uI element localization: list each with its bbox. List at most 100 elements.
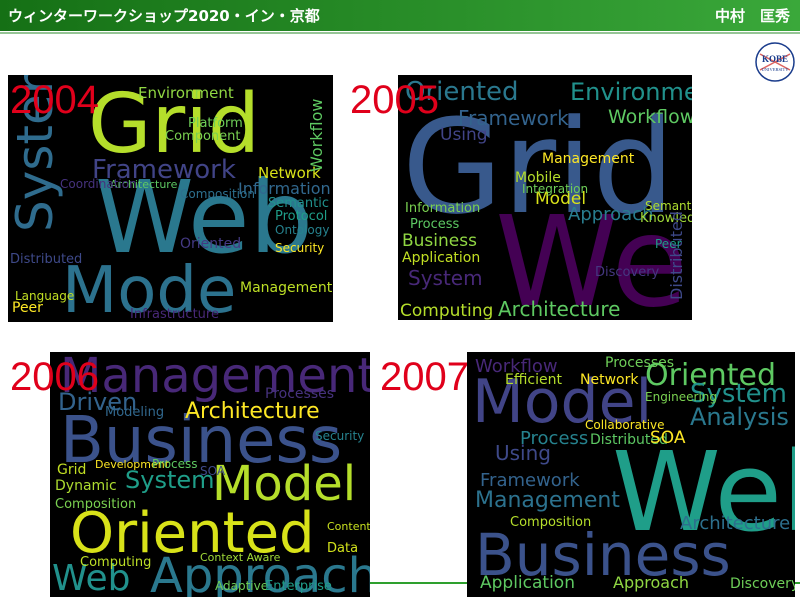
cloud-word: Composition [55, 497, 136, 512]
cloud-word: Model [212, 456, 356, 512]
cloud-word: Approach [613, 573, 689, 592]
cloud-word: Process [152, 457, 198, 471]
cloud-word: Knowledge [640, 211, 711, 226]
cloud-word: Coordination [60, 177, 137, 191]
cloud-word: Approach [568, 204, 654, 225]
cloud-word: Data [327, 541, 358, 556]
cloud-word: Discovery [595, 265, 660, 280]
cloud-word: Process [520, 428, 588, 449]
cloud-word: SOA [650, 428, 686, 448]
cloud-background [8, 75, 333, 322]
cloud-word: Semantic [268, 196, 329, 211]
cloud-word: Management [475, 488, 620, 513]
cloud-background [50, 352, 370, 597]
cloud-word: Web [495, 190, 768, 335]
cloud-word: Architecture [498, 297, 620, 321]
cloud-word: Web [95, 159, 313, 276]
cloud-word: Architecture [110, 178, 178, 191]
cloud-word: Collaborative [585, 418, 665, 432]
cloud-word: Infrastructure [130, 307, 219, 322]
cloud-word: Distributed [590, 432, 668, 448]
cloud-word: Workflow [475, 356, 558, 377]
cloud-word: Grid [57, 462, 86, 478]
cloud-word: Dynamic [55, 478, 117, 494]
cloud-word: Application [480, 573, 575, 593]
cloud-word: Language [15, 289, 74, 303]
cloud-word: Processes [265, 386, 334, 402]
cloud-word: Protocol [275, 209, 327, 224]
cloud-word: Business [60, 404, 342, 478]
cloud-word: System [690, 379, 787, 409]
cloud-word: Component [165, 129, 240, 144]
cloud-word: Context Aware [200, 551, 281, 564]
year-label: 2005 [350, 78, 439, 122]
cloud-word: System [6, 46, 64, 232]
cloud-word: Management [60, 348, 376, 404]
cloud-word: Architecture [680, 513, 790, 534]
cloud-word: Mode [62, 254, 236, 328]
cloud-word: Distributed [10, 252, 82, 267]
cloud-word: Oriented [180, 236, 241, 252]
cloud-word: Discovery [730, 576, 799, 592]
cloud-word: Engineering [645, 390, 717, 404]
cloud-word: Environment [138, 84, 234, 102]
author: 中村 匡秀 [715, 7, 791, 25]
cloud-word: Environment [570, 78, 723, 106]
cloud-word: Content [327, 520, 371, 533]
cloud-word: Driven [58, 388, 137, 416]
cloud-word: Composition [510, 515, 591, 530]
cloud-word: Framework [92, 155, 236, 185]
cloud-word: Semantic [645, 199, 701, 213]
cloud-word: Information [405, 201, 480, 216]
cloud-word: Grid [402, 91, 675, 243]
cloud-word: Composition [180, 187, 255, 201]
cloud-word: Grid [88, 77, 260, 172]
cloud-word: Development [95, 458, 170, 471]
cloud-word: Security [275, 241, 324, 255]
cloud-word: Processes [605, 355, 674, 371]
year-label: 2004 [10, 78, 99, 122]
cloud-word: Peer [12, 300, 43, 316]
cloud-word: Framework [480, 470, 580, 491]
cloud-word: Web [52, 558, 131, 599]
cloud-word: Model [535, 189, 586, 209]
cloud-word: Computing [400, 301, 493, 321]
cloud-word: Information [238, 179, 331, 198]
logo-mark [759, 53, 791, 71]
cloud-word: Enterprise [265, 579, 332, 594]
cloud-word: Adaptive [215, 579, 268, 593]
cloud-word: Oriented [70, 501, 315, 566]
cloud-word: SOA [200, 464, 226, 478]
cloud-word: Workflow [608, 106, 695, 128]
logo: KOBE UNIVERSITY [755, 42, 795, 82]
cloud-word: Security [315, 429, 364, 443]
cloud-background [467, 352, 795, 597]
cloud-word: Using [440, 125, 488, 145]
cloud-word: Process [410, 217, 460, 232]
cloud-word: Mobile [515, 170, 561, 186]
cloud-background [398, 75, 692, 320]
cloud-word: Oriented [405, 77, 519, 107]
cloud-word: Framework [458, 106, 569, 130]
logo-subtitle: UNIVERSITY [762, 67, 790, 72]
cloud-word: Platform [188, 116, 243, 131]
cloud-word: Architecture [185, 399, 320, 424]
cloud-word: Workflow [307, 99, 326, 172]
cloud-word: Network [258, 164, 321, 182]
cloud-word: System [408, 266, 483, 290]
year-label: 2007 [380, 355, 469, 399]
year-label: 2006 [10, 355, 99, 399]
cloud-word: Network [580, 372, 639, 388]
cloud-word: Efficient [505, 372, 562, 388]
header-bar [0, 0, 800, 31]
logo-name: KOBE [762, 54, 788, 64]
cloud-word: Business [402, 231, 477, 251]
